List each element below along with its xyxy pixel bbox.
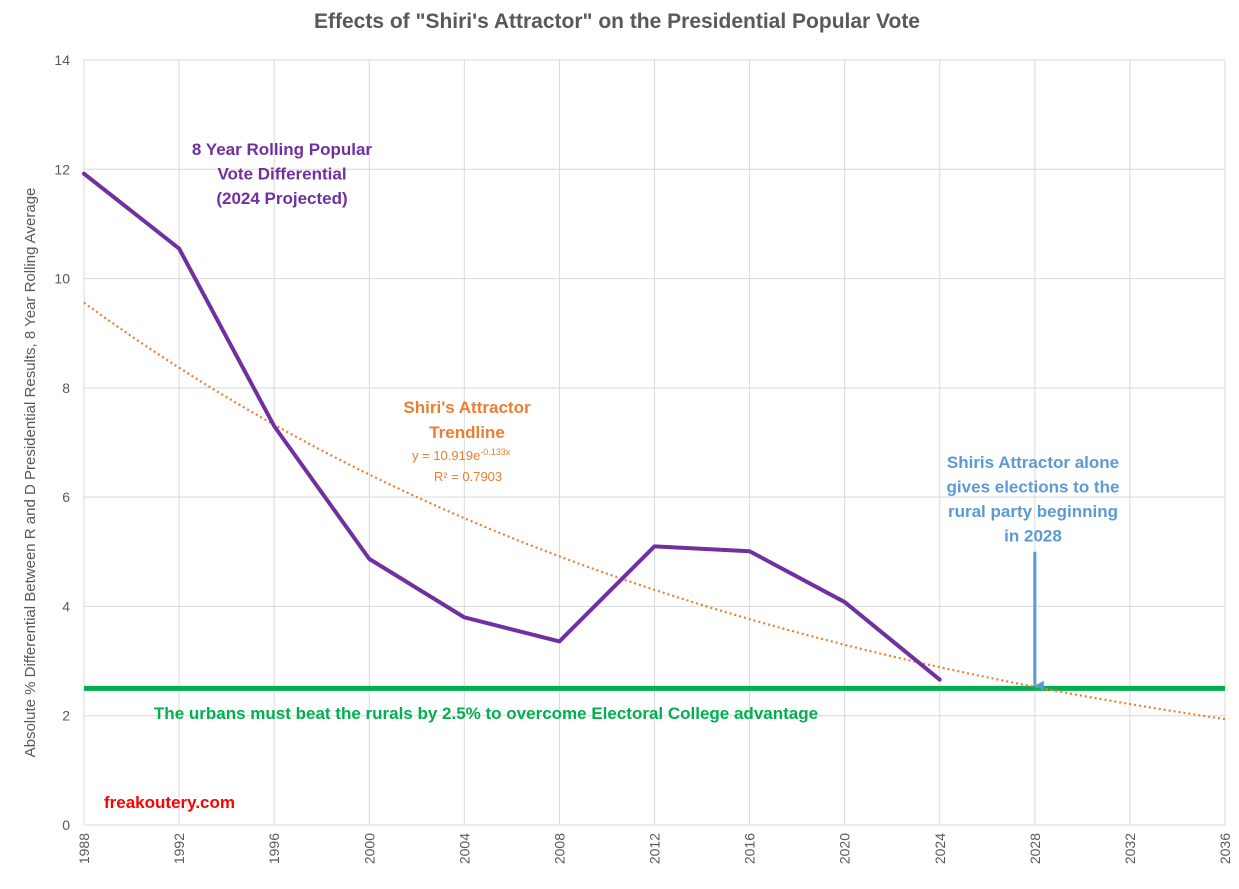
y-tick-label: 0: [62, 817, 70, 833]
series-label-line: 8 Year Rolling Popular: [192, 140, 373, 159]
x-tick-label: 1996: [266, 833, 282, 864]
x-tick-label: 2028: [1027, 833, 1043, 864]
watermark: freakoutery.com: [104, 793, 235, 812]
trend-equation-base: y = 10.919e: [412, 448, 480, 463]
threshold-label: The urbans must beat the rurals by 2.5% …: [154, 704, 818, 723]
x-tick-label: 2032: [1122, 833, 1138, 864]
trend-r2: R² = 0.7903: [434, 469, 502, 484]
y-tick-label: 10: [54, 271, 70, 287]
trend-equation: y = 10.919e-0.133x: [412, 447, 511, 463]
x-tick-label: 1992: [171, 833, 187, 864]
arrow-label-line: in 2028: [1004, 527, 1062, 546]
x-tick-label: 2008: [551, 833, 567, 864]
chart-title: Effects of "Shiri's Attractor" on the Pr…: [314, 10, 920, 33]
y-tick-label: 4: [62, 598, 70, 614]
x-tick-label: 2016: [742, 833, 758, 864]
x-tick-label: 2000: [361, 833, 377, 864]
arrow-label-line: gives elections to the: [947, 478, 1120, 497]
x-tick-label: 1988: [76, 833, 92, 864]
trend-label-line: Shiri's Attractor: [403, 398, 531, 417]
y-axis-title: Absolute % Differential Between R and D …: [22, 188, 39, 758]
trend-label-line: Trendline: [429, 423, 505, 442]
arrow-label-line: rural party beginning: [948, 502, 1118, 521]
y-tick-label: 8: [62, 380, 70, 396]
arrow-label: Shiris Attractor alone gives elections to…: [947, 453, 1120, 546]
series-label-line: Vote Differential: [217, 165, 346, 184]
y-tick-label: 6: [62, 489, 70, 505]
series-label-line: (2024 Projected): [216, 189, 347, 208]
y-tick-label: 14: [54, 52, 70, 68]
series-line: [82, 171, 942, 682]
y-tick-label: 2: [62, 708, 70, 724]
x-tick-label: 2024: [932, 833, 948, 864]
x-tick-label: 2004: [456, 833, 472, 864]
x-tick-label: 2036: [1217, 833, 1233, 864]
y-tick-label: 12: [54, 161, 70, 177]
arrow-label-line: Shiris Attractor alone: [947, 453, 1119, 472]
x-tick-label: 2020: [837, 833, 853, 864]
trend-label: Shiri's Attractor Trendline: [403, 398, 531, 442]
x-tick-label: 2012: [647, 833, 663, 864]
trend-equation-exponent: -0.133x: [480, 447, 511, 457]
series-label: 8 Year Rolling Popular Vote Differential (…: [192, 140, 373, 208]
